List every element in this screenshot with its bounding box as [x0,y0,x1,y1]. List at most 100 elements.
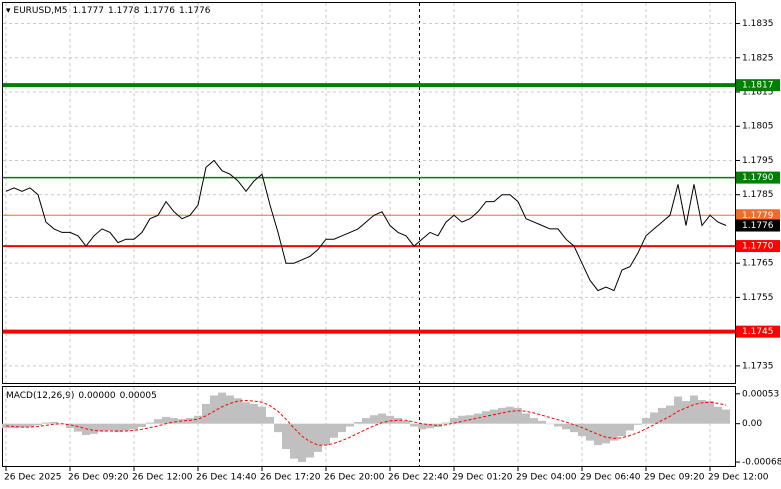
macd-bar [130,423,138,430]
macd-bar [602,423,610,444]
x-tick-label: 29 Dec 12:00 [708,473,769,483]
last-price-label: 1.1776 [742,221,774,231]
macd-bar [362,418,370,424]
macd-title: MACD(12,26,9) [6,391,74,401]
main-frame [2,2,736,384]
macd-bar [274,423,282,433]
y-tick-label: 0.00053 [742,389,779,399]
macd-bar [546,423,554,425]
macd-bar [698,399,706,424]
macd-bar [410,423,418,427]
macd-bar [306,423,314,458]
macd-bar [154,419,162,424]
x-tick-label: 26 Dec 20:00 [324,473,385,483]
macd-bar [42,422,50,424]
macd-bar [106,423,114,431]
macd-bar [674,396,682,424]
chart-header: ▾ EURUSD,M5 1.1777 1.1778 1.1776 1.1776 [6,6,211,16]
y-tick-label: 1.1735 [742,361,774,371]
x-tick-label: 26 Dec 14:40 [196,473,257,483]
y-tick-label: 1.1815 [742,88,774,98]
macd-bar [170,418,178,424]
x-tick-label: 26 Dec 22:40 [388,473,449,483]
macd-reading: 0.00000 [78,391,115,401]
macd-bar [474,413,482,424]
x-tick-label: 26 Dec 2025 [4,473,62,483]
high: 1.1778 [108,6,140,16]
macd-bar [530,418,538,424]
macd-bar [226,395,234,424]
macd-bar [490,409,498,424]
level-label: 1.1779 [742,211,774,221]
macd-bar [146,422,154,424]
macd-bar [82,423,90,435]
level-label: 1.1790 [742,173,774,183]
macd-bar [418,423,426,430]
symbol: EURUSD,M5 [13,6,67,16]
macd-bar [234,398,242,424]
macd-bar [722,409,730,424]
macd-bar [626,423,634,431]
macd-bar [394,418,402,424]
macd-bar [194,415,202,424]
macd-bar [138,423,146,428]
macd-bar [50,421,58,424]
macd-bar [714,406,722,424]
macd-bar [666,405,674,424]
macd-bar [34,423,42,426]
arrow: ▾ [6,6,13,16]
level-tag [736,171,780,184]
macd-bar [90,423,98,434]
x-tick-label: 26 Dec 09:20 [68,473,129,483]
level-tag [736,79,780,92]
macd-header: MACD(12,26,9) 0.00000 0.00005 [6,391,157,401]
x-tick-label: 26 Dec 17:20 [260,473,321,483]
macd-bar [354,421,362,424]
macd-bar [506,406,514,424]
y-tick-label: 1.1795 [742,156,774,166]
macd-bar [586,423,594,441]
price-line [5,159,727,292]
macd-bar [338,423,346,433]
x-tick-label: 29 Dec 01:20 [452,473,513,483]
y-tick-label: 1.1755 [742,293,774,303]
macd-bar [178,419,186,424]
close: 1.1776 [179,6,211,16]
macd-bar [202,403,210,424]
macd-bar [290,423,298,459]
macd-bar [578,423,586,437]
macd-bar [266,416,274,424]
macd-bar [402,420,410,424]
macd-bar [642,418,650,424]
last-price-tag [736,219,780,232]
macd-bar [114,423,122,433]
macd-bar [498,407,506,424]
macd-bar [74,423,82,432]
low: 1.1776 [144,6,176,16]
macd-bar [434,423,442,428]
macd-bar [298,423,306,463]
macd-bar [210,395,218,424]
macd-bar [186,418,194,424]
y-tick-label: 1.1805 [742,122,774,132]
y-tick-label: 1.1835 [742,19,774,29]
macd-bar [162,416,170,424]
y-tick-label: -0.00068 [742,458,781,468]
macd-bar [26,423,34,428]
macd-bar [450,418,458,424]
macd-bar [346,423,354,427]
macd-bar [122,423,130,431]
macd-bar [554,423,562,427]
macd-bar [66,423,74,429]
level-tag [736,209,780,222]
macd-bar [706,401,714,424]
macd-bar [250,403,258,424]
macd-bar [426,423,434,429]
macd-bar [10,423,18,429]
y-tick-label: 0.00 [742,419,762,429]
x-tick-label: 26 Dec 12:00 [132,473,193,483]
macd-bar [330,423,338,438]
macd-bar [218,392,226,424]
level-label: 1.1745 [742,327,774,337]
